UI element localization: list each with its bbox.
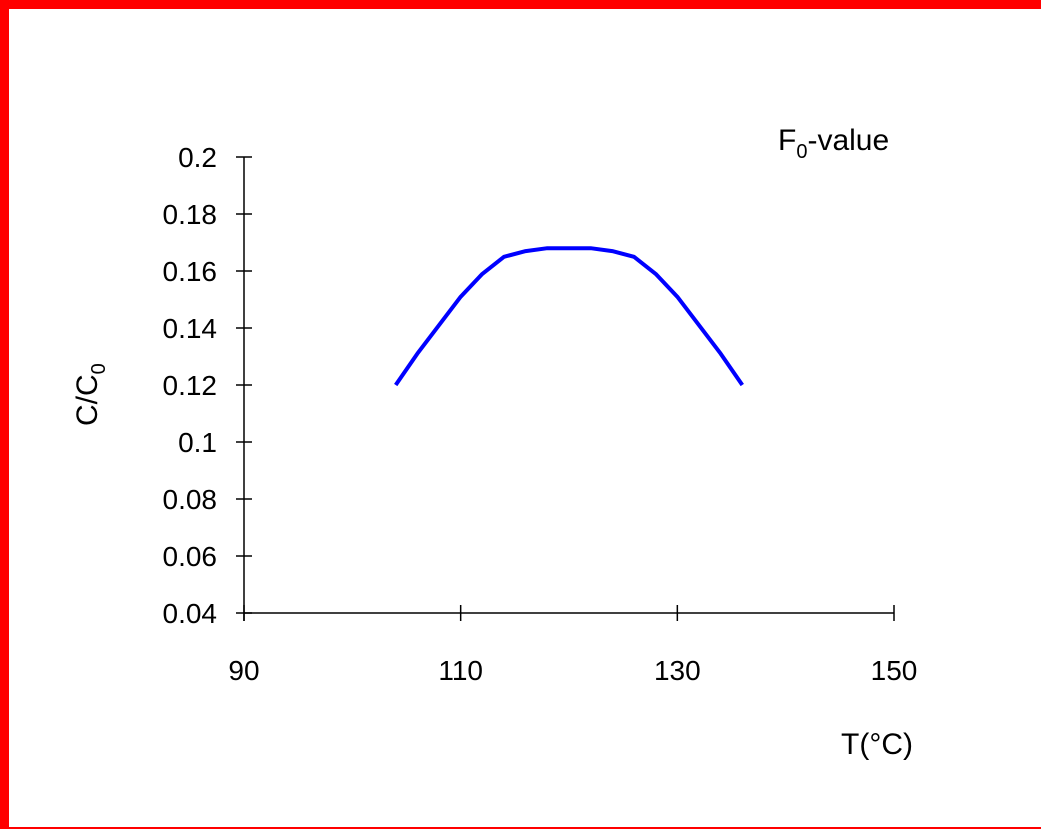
- annotation-sub: 0: [796, 141, 807, 163]
- y-tick-label: 0.08: [163, 484, 218, 515]
- y-axis-label-main: C/C: [71, 374, 104, 426]
- y-tick-label: 0.18: [163, 199, 218, 230]
- axes: [243, 157, 894, 621]
- x-tick-label: 150: [871, 655, 918, 686]
- y-tick-label: 0.1: [178, 427, 217, 458]
- x-tick-label: 110: [438, 655, 483, 686]
- y-tick-label: 0.2: [178, 142, 217, 173]
- annotation-tail: -value: [807, 124, 889, 157]
- series-line: [394, 246, 744, 387]
- y-axis-label: C/C0: [71, 363, 110, 426]
- annotation-main: F: [778, 124, 796, 157]
- y-axis-label-sub: 0: [88, 363, 110, 374]
- y-tick-label: 0.14: [163, 313, 218, 344]
- y-tick-label: 0.16: [163, 256, 218, 287]
- y-tick-label: 0.04: [163, 598, 218, 629]
- x-ticks: 90 110 130 150: [228, 605, 917, 686]
- y-ticks: 0.04 0.06 0.08 0.1 0.12 0.14 0.16 0.18 0.2: [163, 142, 252, 629]
- y-tick-label: 0.06: [163, 541, 218, 572]
- x-tick-label: 90: [228, 655, 259, 686]
- series-group: [394, 246, 744, 387]
- x-tick-label: 130: [654, 655, 701, 686]
- y-tick-label: 0.12: [163, 370, 218, 401]
- x-axis-label: T(°C): [841, 728, 913, 761]
- chart-annotation: F0-value: [778, 124, 889, 163]
